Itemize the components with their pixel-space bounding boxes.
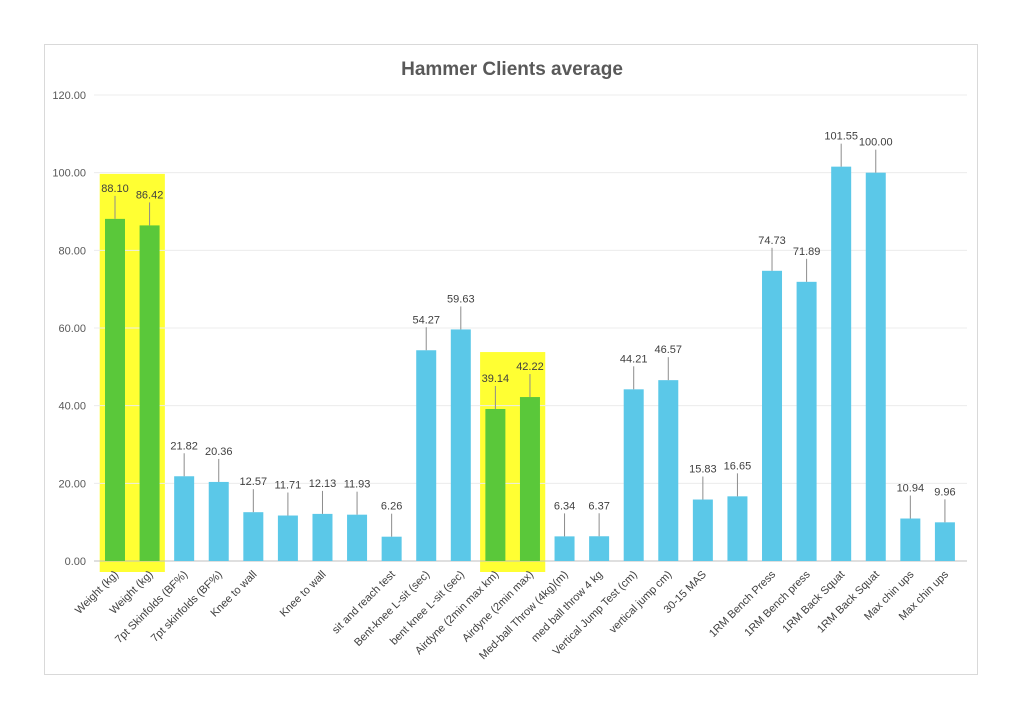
y-axis-ticks: 0.00 20.00 40.00 60.00 80.00 100.00 120.00 — [52, 90, 86, 568]
bar — [277, 515, 298, 561]
data-label: 20.36 — [205, 446, 233, 458]
y-tick-label: 60.00 — [58, 323, 86, 335]
bar — [139, 225, 160, 561]
bar — [347, 514, 368, 561]
data-label: 16.65 — [724, 460, 752, 472]
data-label: 6.34 — [554, 500, 575, 512]
bar — [865, 172, 886, 561]
bar — [243, 512, 264, 561]
y-tick-label: 100.00 — [52, 168, 86, 180]
chart-title: Hammer Clients average — [401, 59, 623, 80]
data-label: 74.73 — [758, 235, 786, 247]
data-label: 59.63 — [447, 293, 475, 305]
bar — [416, 350, 437, 561]
data-label: 6.37 — [588, 500, 609, 512]
data-label: 6.26 — [381, 501, 402, 513]
bar — [105, 218, 125, 561]
x-tick-label: 1RM Back Squat — [780, 569, 847, 636]
chart-frame: 0.00 20.00 40.00 60.00 80.00 100.00 120.00 88.… — [44, 44, 978, 675]
bar — [450, 329, 471, 561]
bar — [692, 499, 713, 561]
data-label: 86.42 — [136, 189, 164, 201]
y-tick-label: 120.00 — [52, 90, 86, 102]
data-label: 15.83 — [689, 464, 717, 476]
label-leader-lines — [114, 143, 946, 537]
bar — [312, 513, 333, 561]
bar — [727, 496, 748, 561]
x-tick-label: Knee to wall — [278, 569, 329, 620]
data-label: 10.94 — [897, 483, 925, 495]
bar — [589, 536, 610, 561]
data-label: 100.00 — [859, 137, 893, 149]
bar — [831, 166, 852, 561]
data-label: 71.89 — [793, 246, 821, 258]
y-tick-label: 80.00 — [58, 245, 86, 257]
x-tick-label: vertical jump cm) — [607, 569, 674, 636]
bar — [934, 522, 955, 561]
x-tick-label: 1RM Back Squat — [815, 569, 882, 636]
bar-chart: 0.00 20.00 40.00 60.00 80.00 100.00 120.00 88.… — [52, 59, 967, 662]
bar — [174, 476, 195, 561]
bar — [485, 409, 506, 561]
bar — [796, 281, 817, 561]
bar — [900, 518, 921, 561]
data-label: 44.21 — [620, 353, 648, 365]
y-tick-label: 20.00 — [58, 478, 86, 490]
x-axis-ticks: Weight (kg)Weight (kg)7pt Skinfolds (BF%… — [73, 568, 951, 662]
data-label: 54.27 — [412, 314, 440, 326]
bar — [208, 481, 229, 561]
y-tick-label: 40.00 — [58, 401, 86, 413]
bar — [381, 536, 402, 561]
y-tick-label: 0.00 — [65, 556, 86, 568]
bar — [762, 270, 783, 561]
data-label: 11.71 — [275, 480, 302, 492]
data-label: 88.10 — [101, 183, 129, 195]
bars — [105, 166, 955, 561]
x-tick-label: sit and reach test — [330, 569, 398, 637]
data-labels: 88.10 86.42 21.82 20.36 12.57 11.71 12.13 11.93… — [101, 131, 955, 513]
bar — [519, 397, 540, 561]
data-label: 9.96 — [934, 486, 955, 498]
data-label: 39.14 — [482, 373, 510, 385]
data-label: 12.13 — [309, 478, 337, 490]
bar — [554, 536, 575, 561]
data-label: 101.55 — [824, 131, 858, 143]
bar — [658, 380, 679, 561]
bar — [623, 389, 644, 561]
data-label: 11.93 — [344, 479, 371, 491]
data-label: 42.22 — [516, 361, 544, 373]
data-label: 12.57 — [240, 476, 268, 488]
data-label: 21.82 — [170, 440, 198, 452]
data-label: 46.57 — [655, 344, 683, 356]
